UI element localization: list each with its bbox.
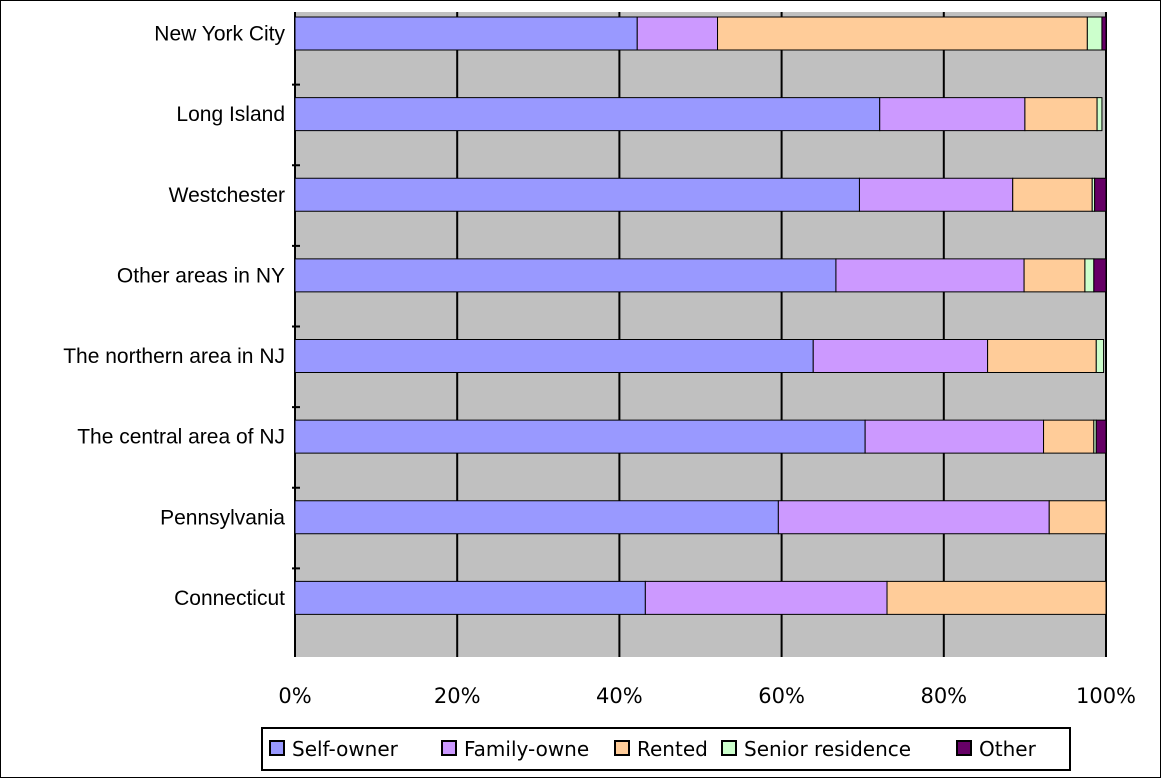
category-label: The central area of NJ <box>77 426 285 449</box>
legend-swatch <box>956 740 972 756</box>
category-label: Westchester <box>169 184 285 207</box>
category-label: Other areas in NY <box>117 264 285 287</box>
legend-label: Family-owne <box>464 737 589 761</box>
bar-segment-rented <box>1023 258 1086 293</box>
bar-segment-family-owne <box>858 177 1014 212</box>
category-label: Pennsylvania <box>160 506 285 529</box>
bar-segment-other <box>1093 258 1107 293</box>
legend-swatch <box>614 740 630 756</box>
x-tick-label: 40% <box>596 684 643 708</box>
bar-segment-family-owne <box>835 258 1025 293</box>
bar-segment-senior-residence <box>1096 97 1103 132</box>
legend-label: Rented <box>637 737 708 761</box>
bar-segment-senior-residence <box>1095 339 1105 373</box>
bar-segment-senior-residence <box>1084 258 1095 293</box>
bar-segment-rented <box>1024 97 1098 132</box>
category-label: Long Island <box>176 103 285 126</box>
x-tick-label: 0% <box>278 684 311 708</box>
category-label: The northern area in NJ <box>63 345 285 368</box>
legend-swatch <box>269 740 285 756</box>
bar-segment-rented <box>987 339 1097 373</box>
x-tick-label: 100% <box>1076 684 1136 708</box>
bar-segment-self-owner <box>294 419 866 454</box>
legend-label: Other <box>979 737 1037 761</box>
bar-segment-family-owne <box>812 339 989 373</box>
bar-segment-rented <box>1012 177 1093 212</box>
legend-label: Self-owner <box>292 737 399 761</box>
bar-segment-other <box>1101 16 1107 51</box>
bar-segment-family-owne <box>644 580 888 615</box>
bar-segment-family-owne <box>636 16 719 51</box>
x-tick-label: 80% <box>920 684 967 708</box>
bar-segment-rented <box>717 16 1088 51</box>
bar-segment-self-owner <box>294 258 837 293</box>
category-label: New York City <box>154 23 285 46</box>
bar-segment-self-owner <box>294 580 646 615</box>
category-label: Connecticut <box>174 587 285 610</box>
x-tick-label: 20% <box>434 684 481 708</box>
bar-segment-self-owner <box>294 97 881 132</box>
bar-segment-rented <box>1048 500 1107 535</box>
x-tick-label: 60% <box>758 684 805 708</box>
bar-segment-family-owne <box>777 500 1050 535</box>
bar-segment-self-owner <box>294 339 814 373</box>
bar-segment-family-owne <box>864 419 1045 454</box>
bar-segment-other <box>1094 177 1107 212</box>
bar-segment-self-owner <box>294 500 779 535</box>
legend-swatch <box>721 740 737 756</box>
bar-segment-self-owner <box>294 16 638 51</box>
bar-segment-rented <box>886 580 1107 615</box>
legend <box>261 727 1071 771</box>
bar-segment-other <box>1095 419 1107 454</box>
bar-segment-family-owne <box>879 97 1026 132</box>
bar-segment-senior-residence <box>1086 16 1103 51</box>
bar-segment-self-owner <box>294 177 860 212</box>
legend-label: Senior residence <box>744 737 911 761</box>
bar-segment-rented <box>1043 419 1095 454</box>
legend-swatch <box>441 740 457 756</box>
